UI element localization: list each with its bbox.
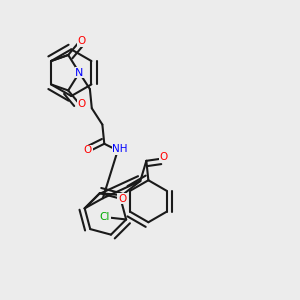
Text: O: O (77, 36, 86, 46)
Text: O: O (118, 194, 126, 204)
Text: Cl: Cl (100, 212, 110, 222)
Text: O: O (84, 146, 92, 155)
Text: N: N (75, 68, 83, 78)
Text: NH: NH (112, 144, 128, 154)
Text: O: O (159, 152, 168, 162)
Text: O: O (77, 99, 86, 109)
